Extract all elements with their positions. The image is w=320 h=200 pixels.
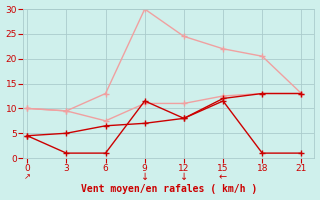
X-axis label: Vent moyen/en rafales ( km/h ): Vent moyen/en rafales ( km/h ) <box>81 184 257 194</box>
Text: ↓: ↓ <box>141 172 149 182</box>
Text: ↗: ↗ <box>24 172 31 181</box>
Text: ←: ← <box>219 172 227 182</box>
Text: ↓: ↓ <box>180 172 188 182</box>
